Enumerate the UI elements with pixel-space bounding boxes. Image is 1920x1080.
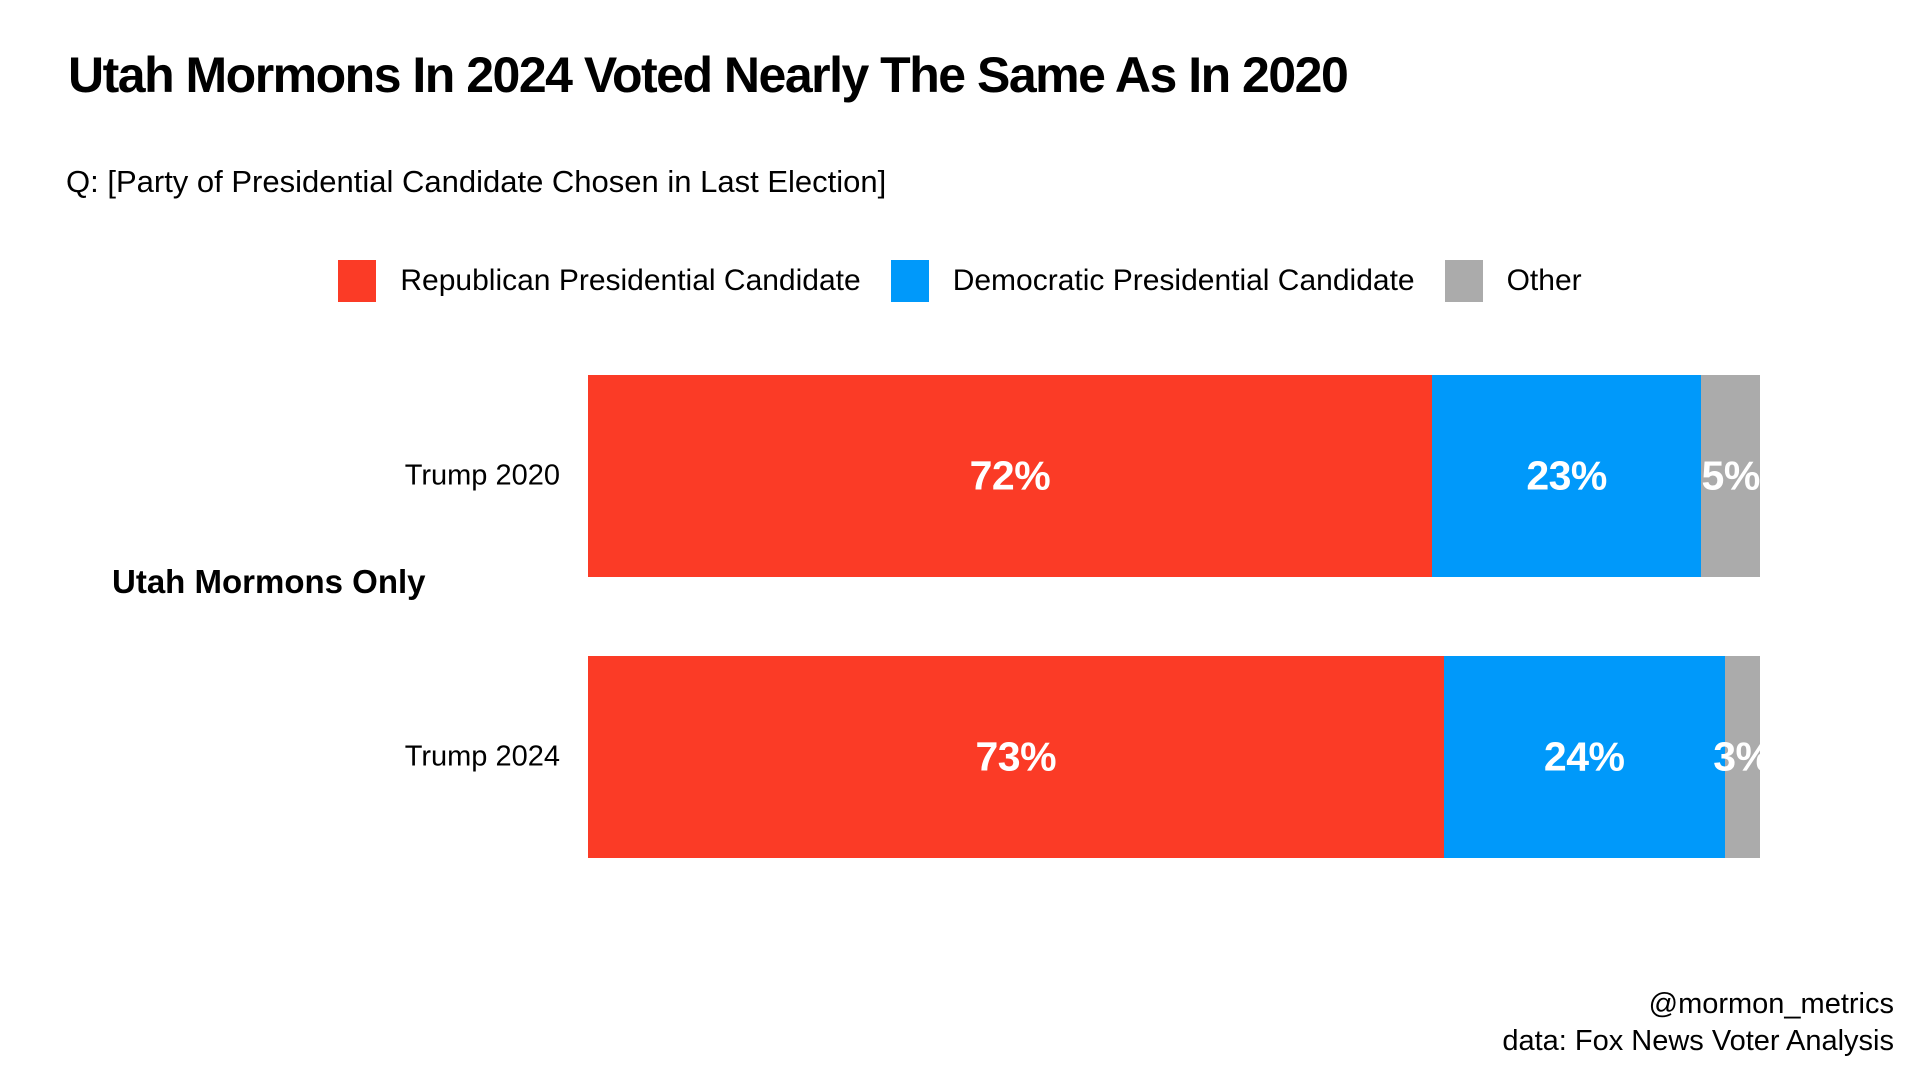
legend-item-1: Democratic Presidential Candidate xyxy=(890,260,1415,302)
bar-segment: 24% xyxy=(1443,656,1725,858)
attribution-handle: @mormon_metrics xyxy=(1648,988,1894,1020)
legend-item-2: Other xyxy=(1444,260,1582,302)
legend: Republican Presidential Candidate Democra… xyxy=(0,260,1920,302)
attribution: @mormon_metrics data: Fox News Voter Ana… xyxy=(1502,986,1894,1060)
legend-label: Other xyxy=(1506,264,1582,297)
bar-segment: 3% xyxy=(1713,656,1760,858)
bar-value-label: 23% xyxy=(1526,452,1607,499)
attribution-source: data: Fox News Voter Analysis xyxy=(1502,1025,1894,1057)
bar-value-label: 72% xyxy=(969,452,1051,499)
chart-subtitle: Q: [Party of Presidential Candidate Chos… xyxy=(66,164,887,199)
axis-group-label: Utah Mormons Only xyxy=(112,563,426,600)
stacked-bar: 73% 24% 3% xyxy=(588,656,1760,858)
legend-swatch-icon xyxy=(1444,260,1483,302)
bar-value-label: 73% xyxy=(975,733,1057,780)
bar-segment: 72% xyxy=(588,375,1432,577)
bar-value-label: 24% xyxy=(1543,733,1625,780)
bar-row-0: Trump 2020 72% 23% 5% xyxy=(0,375,1920,577)
bar-value-label: 3% xyxy=(1713,733,1760,780)
stacked-bar: 72% 23% 5% xyxy=(588,375,1760,577)
bar-segment: 73% xyxy=(588,656,1444,858)
legend-swatch-icon xyxy=(890,260,929,302)
bar-value-label: 5% xyxy=(1701,452,1760,499)
bar-category-label: Trump 2024 xyxy=(404,740,560,773)
bar-segment: 5% xyxy=(1701,375,1760,577)
legend-item-0: Republican Presidential Candidate xyxy=(338,260,861,302)
bar-category-label: Trump 2020 xyxy=(404,459,560,492)
legend-swatch-icon xyxy=(338,260,377,302)
bar-segment: 23% xyxy=(1431,375,1702,577)
legend-label: Republican Presidential Candidate xyxy=(400,264,861,297)
bar-row-1: Trump 2024 73% 24% 3% xyxy=(0,656,1920,858)
chart-title: Utah Mormons In 2024 Voted Nearly The Sa… xyxy=(68,47,1349,103)
legend-label: Democratic Presidential Candidate xyxy=(952,264,1415,297)
